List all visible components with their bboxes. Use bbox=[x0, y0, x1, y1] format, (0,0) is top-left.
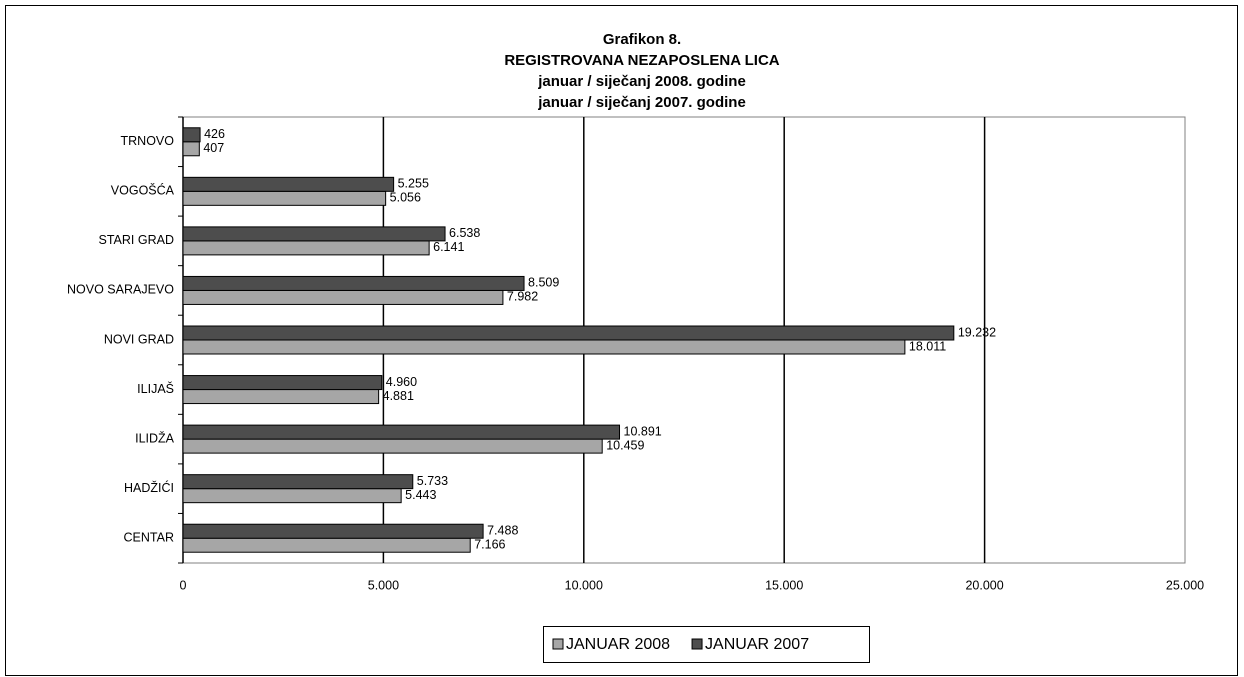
bar bbox=[182, 240, 430, 256]
bar bbox=[182, 141, 200, 157]
y-tick-label: HADŽIĆI bbox=[124, 480, 174, 495]
data-label: 407 bbox=[203, 141, 224, 155]
data-label: 5.056 bbox=[390, 191, 421, 205]
bar bbox=[182, 389, 380, 405]
bar bbox=[182, 289, 504, 305]
y-tick-label: STARI GRAD bbox=[99, 233, 174, 247]
data-label: 7.982 bbox=[507, 290, 538, 304]
y-tick-label: TRNOVO bbox=[121, 134, 175, 148]
x-tick-label: 25.000 bbox=[1166, 578, 1204, 592]
bar bbox=[182, 226, 446, 242]
data-label: 6.538 bbox=[449, 226, 480, 240]
data-label: 19.232 bbox=[958, 325, 996, 339]
data-label: 8.509 bbox=[528, 276, 559, 290]
chart-title: REGISTROVANA NEZAPOSLENA LICA bbox=[504, 52, 779, 69]
legend-swatch bbox=[691, 638, 703, 650]
data-label: 5.443 bbox=[405, 488, 436, 502]
bar bbox=[182, 176, 395, 192]
bar bbox=[182, 474, 414, 490]
bar bbox=[182, 537, 471, 553]
x-tick-label: 0 bbox=[180, 578, 187, 592]
data-label: 6.141 bbox=[433, 240, 464, 254]
bar bbox=[182, 488, 402, 504]
bar bbox=[182, 127, 201, 143]
y-tick-label: VOGOŠĆA bbox=[111, 183, 175, 198]
x-tick-label: 20.000 bbox=[965, 578, 1003, 592]
data-label: 5.733 bbox=[417, 474, 448, 488]
y-tick-label: ILIDŽA bbox=[135, 430, 175, 445]
x-tick-label: 15.000 bbox=[765, 578, 803, 592]
bar bbox=[182, 523, 484, 539]
bar bbox=[182, 190, 387, 206]
data-label: 5.255 bbox=[398, 177, 429, 191]
data-label: 10.891 bbox=[624, 424, 662, 438]
x-tick-label: 10.000 bbox=[565, 578, 603, 592]
data-label: 7.488 bbox=[487, 524, 518, 538]
data-label: 4.881 bbox=[383, 389, 414, 403]
x-tick-label: 5.000 bbox=[368, 578, 399, 592]
chart-title: januar / siječanj 2007. godine bbox=[537, 94, 746, 111]
data-label: 18.011 bbox=[909, 339, 946, 353]
y-tick-label: NOVI GRAD bbox=[104, 332, 174, 346]
y-tick-label: NOVO SARAJEVO bbox=[67, 283, 174, 297]
data-label: 10.459 bbox=[606, 438, 644, 452]
chart-title: januar / siječanj 2008. godine bbox=[537, 73, 746, 90]
bar bbox=[182, 325, 955, 341]
bar bbox=[182, 339, 906, 355]
bar bbox=[182, 438, 603, 454]
legend-label: JANUAR 2007 bbox=[705, 636, 809, 653]
y-tick-label: ILIJAŠ bbox=[137, 381, 174, 396]
y-tick-label: CENTAR bbox=[124, 531, 174, 545]
bar bbox=[182, 275, 525, 291]
data-label: 4.960 bbox=[386, 375, 417, 389]
legend-swatch bbox=[552, 638, 564, 650]
legend bbox=[543, 626, 870, 663]
bar bbox=[182, 375, 383, 391]
data-label: 426 bbox=[204, 127, 225, 141]
bar bbox=[182, 424, 621, 440]
legend-label: JANUAR 2008 bbox=[566, 636, 670, 653]
chart-title: Grafikon 8. bbox=[603, 31, 681, 48]
data-label: 7.166 bbox=[474, 538, 505, 552]
